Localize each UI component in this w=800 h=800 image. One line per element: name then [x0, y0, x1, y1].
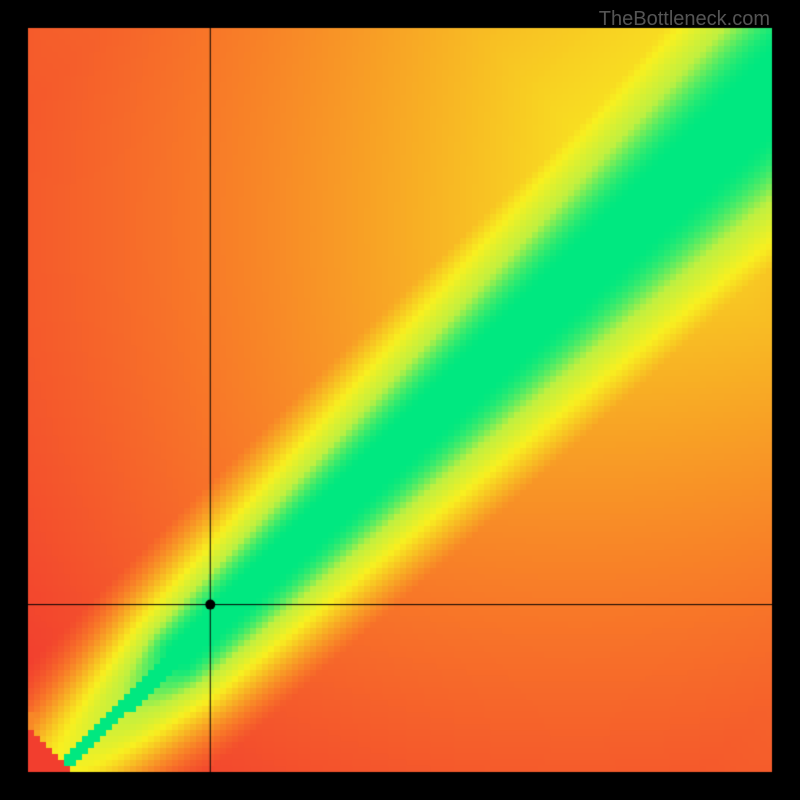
chart-container: TheBottleneck.com	[0, 0, 800, 800]
bottleneck-heatmap	[0, 0, 800, 800]
watermark-text: TheBottleneck.com	[599, 8, 770, 31]
